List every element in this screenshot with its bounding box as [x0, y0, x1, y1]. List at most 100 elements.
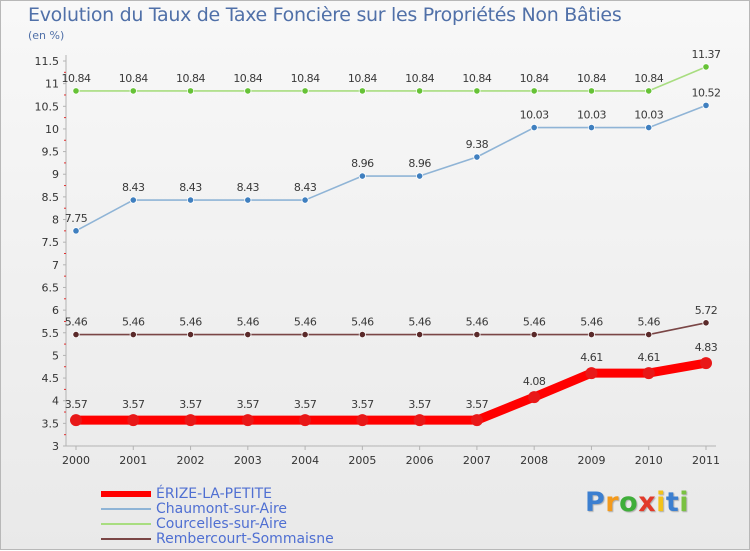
x-tick-label: 2011: [692, 454, 720, 467]
data-label-rembercourt-sommaisne: 5.72: [695, 304, 718, 317]
series-line-chaumont-sur-aire: [75, 104, 707, 232]
series-line-courcelles-sur-aire: [75, 66, 707, 92]
x-tick-label: 2008: [520, 454, 548, 467]
data-point-courcelles-sur-aire: [186, 87, 195, 95]
y-minor-tick: [64, 185, 66, 187]
page-title: Evolution du Taux de Taxe Foncière sur l…: [28, 4, 622, 26]
data-label-chaumont-sur-aire: 7.75: [65, 212, 88, 225]
data-point-rembercourt-sommaisne: [587, 330, 596, 339]
y-minor-tick: [64, 230, 66, 232]
y-tick-label: 6: [52, 304, 59, 317]
logo-letter: r: [605, 487, 620, 518]
y-minor-tick: [64, 275, 66, 277]
data-label-chaumont-sur-aire: 10.03: [520, 109, 549, 122]
data-point-chaumont-sur-aire: [72, 227, 80, 235]
data-point-chaumont-sur-aire: [244, 196, 252, 204]
data-point-rembercourt-sommaisne: [129, 330, 137, 339]
data-label-chaumont-sur-aire: 9.38: [466, 138, 489, 151]
data-label-rembercourt-sommaisne: 5.46: [580, 316, 603, 329]
data-point-erize-la-petite: [413, 414, 426, 427]
data-label-erize-la-petite: 3.57: [237, 398, 260, 411]
data-point-erize-la-petite: [585, 367, 598, 380]
data-label-chaumont-sur-aire: 8.96: [408, 157, 431, 170]
data-label-courcelles-sur-aire: 10.84: [176, 72, 205, 85]
legend-swatch-rembercourt: [101, 538, 151, 540]
data-point-erize-la-petite: [184, 414, 197, 427]
x-tick-label: 2001: [119, 454, 147, 467]
data-label-courcelles-sur-aire: 10.84: [520, 72, 549, 85]
logo-letter: x: [638, 487, 657, 518]
data-point-courcelles-sur-aire: [645, 87, 653, 95]
data-label-courcelles-sur-aire: 10.84: [291, 72, 320, 85]
y-tick-label: 3.5: [42, 417, 60, 430]
data-label-erize-la-petite: 3.57: [408, 398, 431, 411]
data-point-courcelles-sur-aire: [244, 87, 252, 95]
data-label-chaumont-sur-aire: 8.43: [237, 181, 260, 194]
data-label-erize-la-petite: 3.57: [65, 398, 88, 411]
y-tick-label: 7: [52, 259, 59, 272]
y-tick-label: 4: [52, 395, 59, 408]
y-minor-tick: [64, 320, 66, 322]
logo-letter: t: [665, 487, 680, 518]
y-tick-label: 7.5: [42, 236, 60, 249]
data-label-erize-la-petite: 3.57: [351, 398, 374, 411]
y-tick-label: 5: [52, 349, 59, 362]
data-point-chaumont-sur-aire: [587, 123, 596, 132]
legend-swatch-chaumont: [101, 508, 151, 510]
data-point-rembercourt-sommaisne: [702, 319, 710, 327]
data-point-erize-la-petite: [299, 414, 312, 427]
series-line-rembercourt-sommaisne: [75, 321, 707, 336]
x-tick-label: 2002: [177, 454, 205, 467]
x-tick-label: 2010: [635, 454, 663, 467]
data-label-rembercourt-sommaisne: 5.46: [237, 316, 260, 329]
series-line-erize-la-petite: [71, 358, 711, 425]
data-point-rembercourt-sommaisne: [186, 330, 195, 339]
logo-letter: P: [585, 487, 606, 518]
data-point-rembercourt-sommaisne: [301, 330, 309, 339]
data-label-courcelles-sur-aire: 10.84: [634, 72, 663, 85]
data-point-erize-la-petite: [70, 414, 82, 427]
y-minor-tick: [64, 366, 66, 368]
y-tick-label: 5.5: [42, 327, 60, 340]
data-point-erize-la-petite: [127, 414, 140, 427]
y-tick-label: 11: [45, 78, 59, 91]
data-label-rembercourt-sommaisne: 5.46: [294, 316, 317, 329]
data-point-erize-la-petite: [642, 367, 655, 380]
data-label-erize-la-petite: 4.83: [695, 341, 718, 354]
y-tick-label: 10: [45, 123, 59, 136]
data-point-courcelles-sur-aire: [358, 87, 366, 95]
data-label-courcelles-sur-aire: 10.84: [233, 72, 262, 85]
data-label-rembercourt-sommaisne: 5.46: [466, 316, 489, 329]
y-minor-tick: [64, 253, 66, 254]
proxiti-logo: Proxiti: [585, 487, 689, 518]
data-point-rembercourt-sommaisne: [416, 330, 424, 339]
data-label-erize-la-petite: 3.57: [294, 398, 317, 411]
data-label-chaumont-sur-aire: 8.43: [294, 181, 317, 194]
legend-label-courcelles: Courcelles-sur-Aire: [156, 516, 288, 532]
data-point-chaumont-sur-aire: [645, 123, 653, 132]
data-label-courcelles-sur-aire: 10.84: [62, 72, 91, 85]
y-tick-label: 6.5: [42, 281, 60, 294]
y-tick-label: 9.5: [42, 146, 60, 159]
data-label-courcelles-sur-aire: 10.84: [405, 72, 434, 85]
y-minor-tick: [64, 298, 66, 300]
data-label-courcelles-sur-aire: 10.84: [119, 72, 148, 85]
data-label-courcelles-sur-aire: 10.84: [577, 72, 606, 85]
x-tick-label: 2009: [577, 454, 605, 467]
y-minor-tick: [64, 343, 66, 345]
y-tick-label: 10.5: [35, 100, 60, 113]
legend-label-erize: ÉRIZE-LA-PETITE: [156, 486, 272, 502]
x-tick-label: 2005: [348, 454, 376, 467]
y-minor-tick: [64, 207, 66, 209]
logo-letter: o: [619, 487, 639, 518]
data-label-courcelles-sur-aire: 10.84: [462, 72, 491, 85]
data-point-erize-la-petite: [356, 414, 369, 427]
x-tick-label: 2004: [291, 454, 319, 467]
data-point-courcelles-sur-aire: [702, 63, 710, 71]
data-point-rembercourt-sommaisne: [473, 330, 481, 339]
y-tick-label: 3: [52, 440, 59, 453]
data-point-erize-la-petite: [470, 414, 483, 427]
data-label-erize-la-petite: 4.61: [580, 351, 603, 364]
data-point-courcelles-sur-aire: [301, 87, 309, 95]
